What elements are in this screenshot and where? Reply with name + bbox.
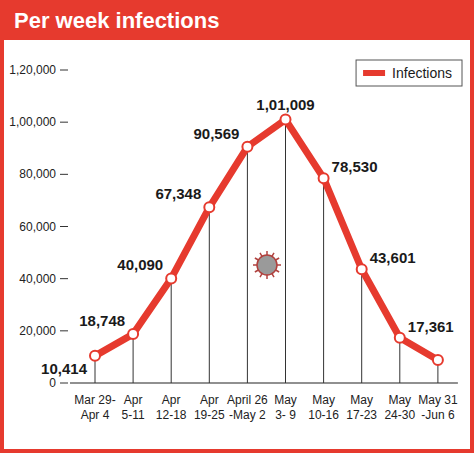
virus-icon <box>253 251 281 279</box>
background <box>0 0 474 453</box>
y-tick-label: 1,20,000 <box>9 63 56 77</box>
data-label: 90,569 <box>194 125 240 142</box>
drop-line <box>361 269 362 383</box>
x-tick-label-line: Apr <box>162 393 181 407</box>
y-tick <box>60 383 68 384</box>
header-band <box>0 0 474 40</box>
x-tick-label-line: Apr <box>200 393 219 407</box>
y-tick <box>60 70 68 71</box>
y-tick-label: 1,00,000 <box>9 115 56 129</box>
marker <box>281 115 291 125</box>
x-tick-label: Apr19-25 <box>194 393 225 422</box>
marker <box>204 202 214 212</box>
plot-area <box>90 115 443 383</box>
x-tick-label-line: 5-11 <box>122 408 145 422</box>
x-tick-label-line: -May 2 <box>229 408 266 422</box>
marker <box>166 273 176 283</box>
legend-swatch <box>363 70 385 76</box>
x-tick-label-line: 3- 9 <box>275 408 296 422</box>
x-tick-label: May3- 9 <box>274 393 297 422</box>
drop-line <box>247 147 248 383</box>
x-tick-label: May10-16 <box>308 393 339 422</box>
x-tick-label-line: 24-30 <box>384 408 415 422</box>
x-tick-label-line: May <box>350 393 373 407</box>
x-tick-label: May24-30 <box>384 393 415 422</box>
chart: Per week infections 0 20,000 40,000 60,000 80… <box>0 0 474 453</box>
marker <box>128 329 138 339</box>
legend: Infections <box>356 60 462 86</box>
data-label: 18,748 <box>79 312 125 329</box>
x-tick-label: Apr12-18 <box>156 393 187 422</box>
x-tick-label: Apr5-11 <box>122 393 145 422</box>
marker <box>242 142 252 152</box>
x-tick-label-line: May 31 <box>418 393 458 407</box>
x-tick-label-line: 19-25 <box>194 408 225 422</box>
marker <box>357 264 367 274</box>
y-tick <box>60 122 68 123</box>
y-tick-label: 40,000 <box>19 272 56 286</box>
data-label: 67,348 <box>155 185 201 202</box>
x-tick-label-line: -Jun 6 <box>421 408 455 422</box>
marker <box>90 351 100 361</box>
drop-line <box>133 334 134 383</box>
x-tick-label: May 31-Jun 6 <box>418 393 458 422</box>
drop-line <box>399 338 400 383</box>
data-label: 40,090 <box>117 256 163 273</box>
y-tick-label: 20,000 <box>19 324 56 338</box>
drop-line <box>171 278 172 383</box>
x-tick-label-line: May <box>274 393 297 407</box>
title: Per week infections <box>14 8 219 33</box>
legend-label: Infections <box>392 65 452 81</box>
data-label: 43,601 <box>370 249 416 266</box>
y-tick <box>60 174 68 175</box>
y-tick <box>60 330 68 331</box>
x-tick-label-line: Mar 29- <box>74 393 115 407</box>
drop-line <box>285 120 286 383</box>
marker <box>433 355 443 365</box>
x-tick-label: May17-23 <box>346 393 377 422</box>
x-tick-label-line: 10-16 <box>308 408 339 422</box>
y-tick-label: 60,000 <box>19 220 56 234</box>
drop-line <box>209 207 210 383</box>
series-line <box>95 120 438 361</box>
x-tick-label-line: May <box>312 393 335 407</box>
x-tick-label-line: 12-18 <box>156 408 187 422</box>
data-label: 10,414 <box>41 360 88 377</box>
x-tick-label: April 26-May 2 <box>227 393 268 422</box>
virus-body <box>257 255 277 275</box>
y-tick-label: 0 <box>49 376 56 390</box>
marker <box>319 173 329 183</box>
x-tick-label-line: April 26 <box>227 393 268 407</box>
legend-box <box>356 60 462 86</box>
frame <box>2 2 472 451</box>
x-tick-label-line: 17-23 <box>346 408 377 422</box>
marker <box>395 333 405 343</box>
data-label: 17,361 <box>408 318 454 335</box>
y-tick <box>60 278 68 279</box>
x-tick-label-line: Apr 4 <box>81 408 110 422</box>
x-tick-label-line: May <box>388 393 411 407</box>
data-label: 1,01,009 <box>256 96 314 113</box>
drop-line <box>323 178 324 383</box>
y-tick-label: 80,000 <box>19 167 56 181</box>
x-tick-label: Mar 29-Apr 4 <box>74 393 115 422</box>
data-label: 78,530 <box>332 158 378 175</box>
y-tick <box>60 226 68 227</box>
x-tick-label-line: Apr <box>124 393 143 407</box>
